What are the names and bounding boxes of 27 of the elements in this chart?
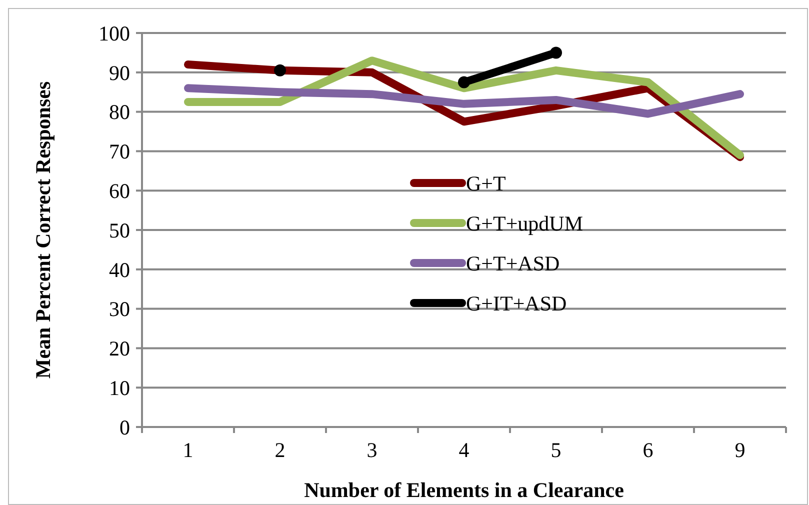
point [550, 46, 562, 59]
x-tick-label: 9 [734, 438, 746, 462]
y-tick-label: 80 [109, 100, 130, 124]
x-axis-title: Number of Elements in a Clearance [304, 478, 624, 502]
legend-label: G+T+updUM [466, 211, 584, 236]
y-tick-label: 70 [109, 140, 130, 164]
x-tick-label: 6 [642, 438, 654, 462]
y-tick-label: 30 [109, 297, 130, 322]
x-tick-label: 5 [550, 438, 562, 462]
y-tick-label: 0 [120, 415, 130, 440]
y-tick-label: 50 [109, 218, 130, 242]
x-tick-label: 3 [366, 438, 378, 462]
x-tick-label: 2 [274, 438, 286, 462]
y-tick-label: 10 [109, 376, 130, 400]
y-tick-label: 20 [109, 336, 130, 361]
point [458, 76, 470, 88]
legend-label: G+T+ASD [466, 251, 560, 276]
y-tick-label: 100 [98, 21, 130, 46]
x-tick-label: 1 [182, 438, 194, 462]
y-tick-label: 90 [109, 60, 130, 85]
y-tick-label: 40 [109, 258, 130, 282]
point [274, 64, 286, 76]
legend-label: G+IT+ASD [466, 291, 567, 316]
y-tick-label: 60 [109, 178, 130, 203]
x-tick-label: 4 [458, 438, 470, 462]
legend-label: G+T [466, 171, 506, 196]
y-axis-title: Mean Percent Correct Responses [31, 81, 55, 379]
